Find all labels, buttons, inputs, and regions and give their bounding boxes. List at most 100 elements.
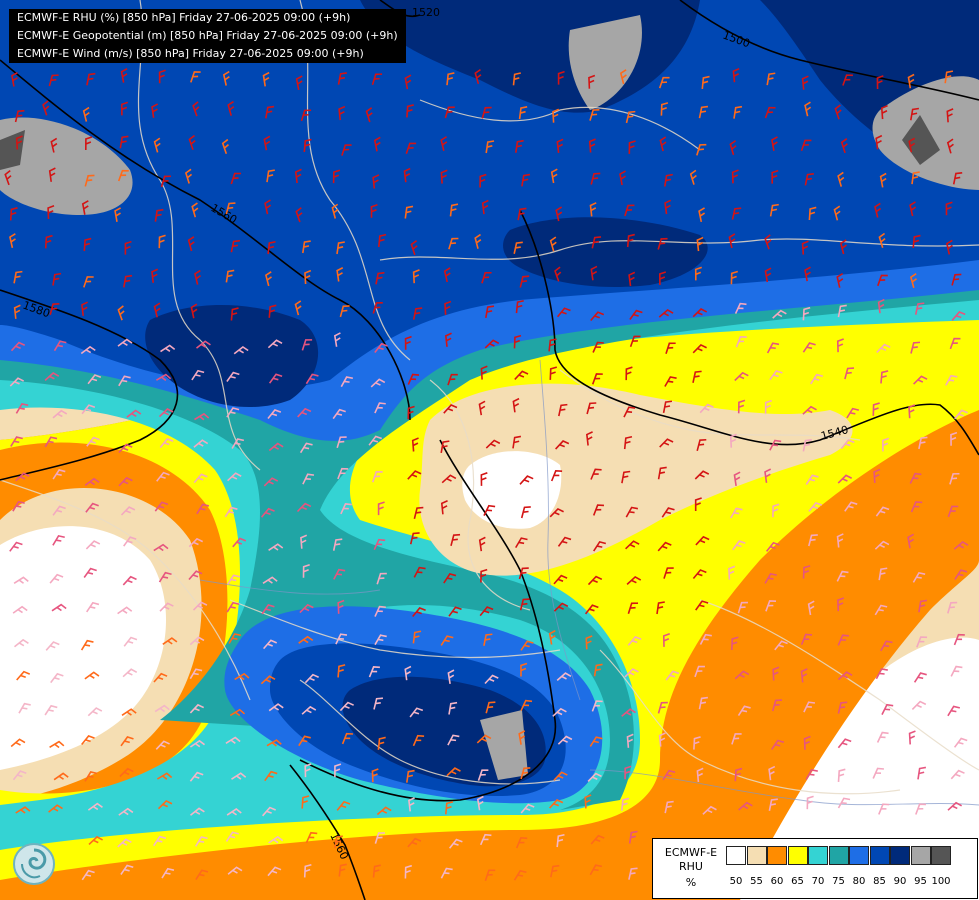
wind-barb xyxy=(263,639,278,650)
wind-barb xyxy=(225,831,239,842)
wind-barb xyxy=(592,341,604,353)
wind-barb xyxy=(625,366,633,381)
wind-barb xyxy=(950,431,958,446)
wind-barb xyxy=(585,431,593,446)
legend-title-model: ECMWF-E xyxy=(664,846,718,859)
wind-barb xyxy=(268,835,284,844)
wind-barb xyxy=(802,438,812,452)
wind-barb xyxy=(590,311,605,322)
wind-barb xyxy=(408,797,415,812)
wind-barb xyxy=(556,138,564,153)
wind-barb xyxy=(447,734,460,746)
wind-barb xyxy=(512,72,521,86)
wind-barb xyxy=(189,703,205,714)
wind-barb xyxy=(769,203,779,217)
wind-barb xyxy=(374,402,386,414)
wind-barb xyxy=(123,636,138,647)
wind-barb xyxy=(657,237,668,250)
wind-barb xyxy=(264,271,272,287)
legend-swatch xyxy=(746,846,767,865)
wind-barb xyxy=(44,372,60,381)
legend-tick-label: 100 xyxy=(931,876,951,887)
wind-barb xyxy=(190,71,201,83)
legend-swatch xyxy=(890,846,910,865)
wind-barb xyxy=(950,769,965,780)
wind-barb xyxy=(87,374,102,385)
wind-barb xyxy=(696,438,707,452)
wind-barb xyxy=(193,439,209,448)
wind-barb xyxy=(953,633,965,646)
wind-barb xyxy=(478,400,486,416)
rhu-field-100-a xyxy=(902,115,940,165)
wind-barb xyxy=(443,267,451,283)
wind-barb xyxy=(696,767,704,782)
wind-barb xyxy=(481,199,489,215)
wind-barb xyxy=(480,568,488,583)
wind-barb xyxy=(42,100,50,116)
wind-barb xyxy=(483,633,493,646)
wind-barb xyxy=(268,373,283,384)
wind-barb xyxy=(194,269,202,285)
wind-barb xyxy=(662,400,673,414)
wind-barb xyxy=(159,602,174,612)
wind-barb xyxy=(117,305,125,321)
wind-barb xyxy=(628,140,636,154)
legend-tick-label: 90 xyxy=(893,876,907,887)
wind-barb xyxy=(9,541,23,552)
wind-barb xyxy=(10,436,23,447)
wind-barb xyxy=(267,240,276,255)
wind-barb xyxy=(771,136,778,151)
wind-barb xyxy=(769,439,782,451)
wind-barb xyxy=(881,703,894,715)
wind-barb xyxy=(370,204,378,218)
wind-barb xyxy=(231,772,247,780)
wind-barb xyxy=(476,795,484,811)
wind-barb xyxy=(375,271,385,285)
wind-barb xyxy=(586,402,597,415)
wind-barb xyxy=(15,806,31,814)
wind-barb xyxy=(698,105,709,119)
wind-barb xyxy=(734,371,749,382)
wind-barb xyxy=(918,436,928,450)
wind-barb xyxy=(158,69,166,84)
wind-barb xyxy=(661,507,675,518)
wind-barb xyxy=(764,106,776,119)
wind-barb xyxy=(728,233,736,249)
wind-barb xyxy=(553,771,568,781)
wind-barb xyxy=(160,175,171,188)
wind-barb xyxy=(225,202,236,215)
wind-barb xyxy=(123,536,137,547)
wind-barb xyxy=(947,801,963,811)
wind-barb xyxy=(118,443,133,454)
wind-barb xyxy=(231,438,245,449)
wind-barb xyxy=(153,137,161,153)
wind-barb xyxy=(875,668,888,680)
wind-barb xyxy=(154,501,169,512)
wind-barb xyxy=(485,439,501,449)
wind-barb xyxy=(730,507,743,519)
wind-barb xyxy=(876,343,891,353)
wind-barb xyxy=(627,635,642,646)
wind-barbs xyxy=(4,67,969,881)
map-info-panel: ECMWF-E RHU (%) [850 hPa] Friday 27-06-2… xyxy=(9,9,406,63)
wind-barb xyxy=(48,167,56,182)
legend-tick-label: 55 xyxy=(750,876,763,887)
wind-barb xyxy=(120,68,128,83)
wind-barb xyxy=(764,468,772,483)
wind-barb xyxy=(84,671,100,680)
wind-barb xyxy=(406,769,415,783)
wind-barb xyxy=(188,570,203,581)
wind-barb xyxy=(731,733,742,745)
wind-barb xyxy=(14,638,29,648)
wind-barb xyxy=(264,199,272,215)
wind-barb xyxy=(836,533,844,548)
wind-barb xyxy=(117,838,132,848)
legend-swatch xyxy=(726,846,746,865)
wind-barb xyxy=(159,437,174,449)
color-legend: ECMWF-E RHU % 50 55 60 65 70 75 80 85 90 95 100 xyxy=(652,838,978,899)
wind-barb xyxy=(448,237,459,250)
wind-barb xyxy=(332,169,341,184)
wind-barb xyxy=(341,144,352,156)
wind-barb xyxy=(875,134,883,150)
wind-barb xyxy=(440,500,448,515)
